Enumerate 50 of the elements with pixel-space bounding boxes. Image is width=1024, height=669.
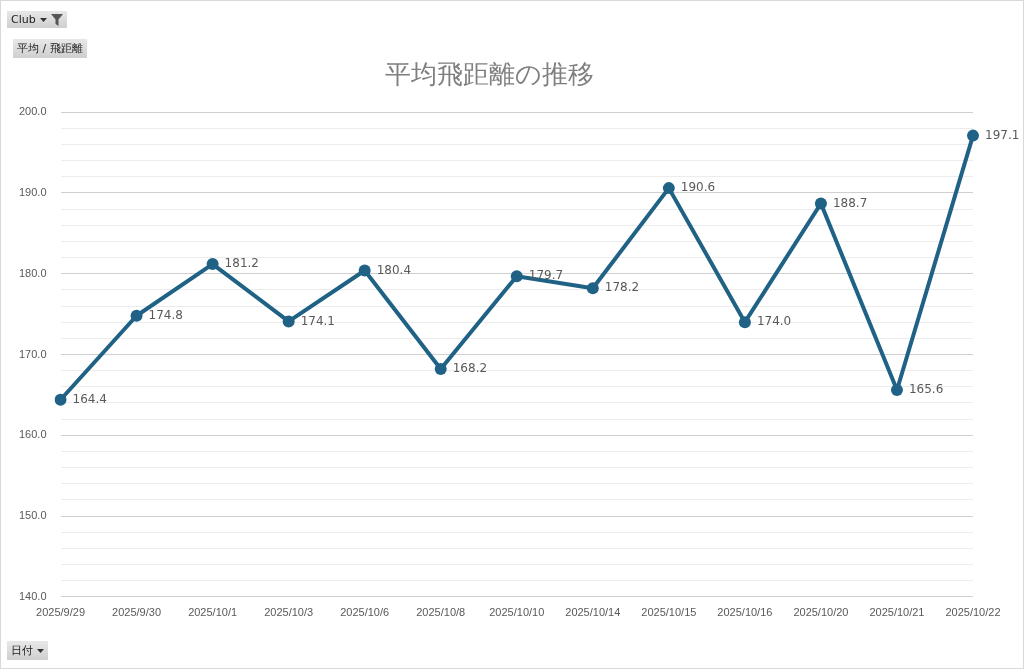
x-tick-label: 2025/10/10 <box>489 606 545 619</box>
x-tick-label: 2025/9/30 <box>112 606 162 619</box>
chart-title: 平均飛距離の推移 <box>384 59 594 90</box>
text: Club <box>11 13 36 26</box>
point <box>738 316 751 329</box>
y-tick-label: 180.0 <box>19 266 47 279</box>
x-tick-label: 2025/10/20 <box>793 606 849 619</box>
data-label: 188.7 <box>832 195 868 210</box>
data-label: 179.7 <box>528 268 564 283</box>
point <box>890 384 903 397</box>
x-tick-label: 2025/10/15 <box>641 606 697 619</box>
point <box>510 270 523 283</box>
y-tick-label: 160.0 <box>19 428 47 441</box>
data-label: 197.1 <box>985 127 1020 142</box>
point <box>434 363 447 376</box>
text: 日付 <box>11 643 33 658</box>
y-tick-label: 200.0 <box>19 105 47 118</box>
data-label: 164.4 <box>72 391 107 406</box>
data-label: 174.8 <box>148 307 183 322</box>
data-label: 190.6 <box>680 180 716 195</box>
point <box>967 129 979 142</box>
x-tick-label: 2025/10/8 <box>416 606 466 619</box>
point <box>206 258 219 271</box>
x-tick-label: 2025/10/6 <box>340 606 390 619</box>
data-label: 181.2 <box>224 256 259 271</box>
data-label: 174.0 <box>756 314 792 329</box>
point <box>586 282 599 295</box>
x-tick-label: 2025/10/21 <box>869 606 925 619</box>
point <box>358 264 371 277</box>
data-label: 174.1 <box>300 313 335 328</box>
point <box>282 315 295 328</box>
x-tick-label: 2025/10/14 <box>565 606 621 619</box>
x-tick-label: 2025/10/22 <box>945 606 1001 619</box>
point <box>814 197 827 210</box>
x-tick-label: 2025/10/16 <box>717 606 773 619</box>
x-tick-label: 2025/9/29 <box>36 606 85 619</box>
data-label: 168.2 <box>452 361 488 376</box>
x-tick-label: 2025/10/1 <box>188 606 238 619</box>
data-label: 178.2 <box>604 280 640 295</box>
y-tick-label: 190.0 <box>19 186 47 198</box>
y-tick-label: 140.0 <box>19 589 47 602</box>
point <box>54 393 67 406</box>
data-label: 165.6 <box>908 382 944 397</box>
y-tick-label: 150.0 <box>19 509 47 522</box>
y-tick-label: 170.0 <box>19 347 47 360</box>
point <box>130 309 143 322</box>
x-tick-label: 2025/10/3 <box>264 606 314 619</box>
text: 平均 / 飛距離 <box>17 41 83 56</box>
data-label: 180.4 <box>376 262 412 277</box>
point <box>662 182 675 195</box>
